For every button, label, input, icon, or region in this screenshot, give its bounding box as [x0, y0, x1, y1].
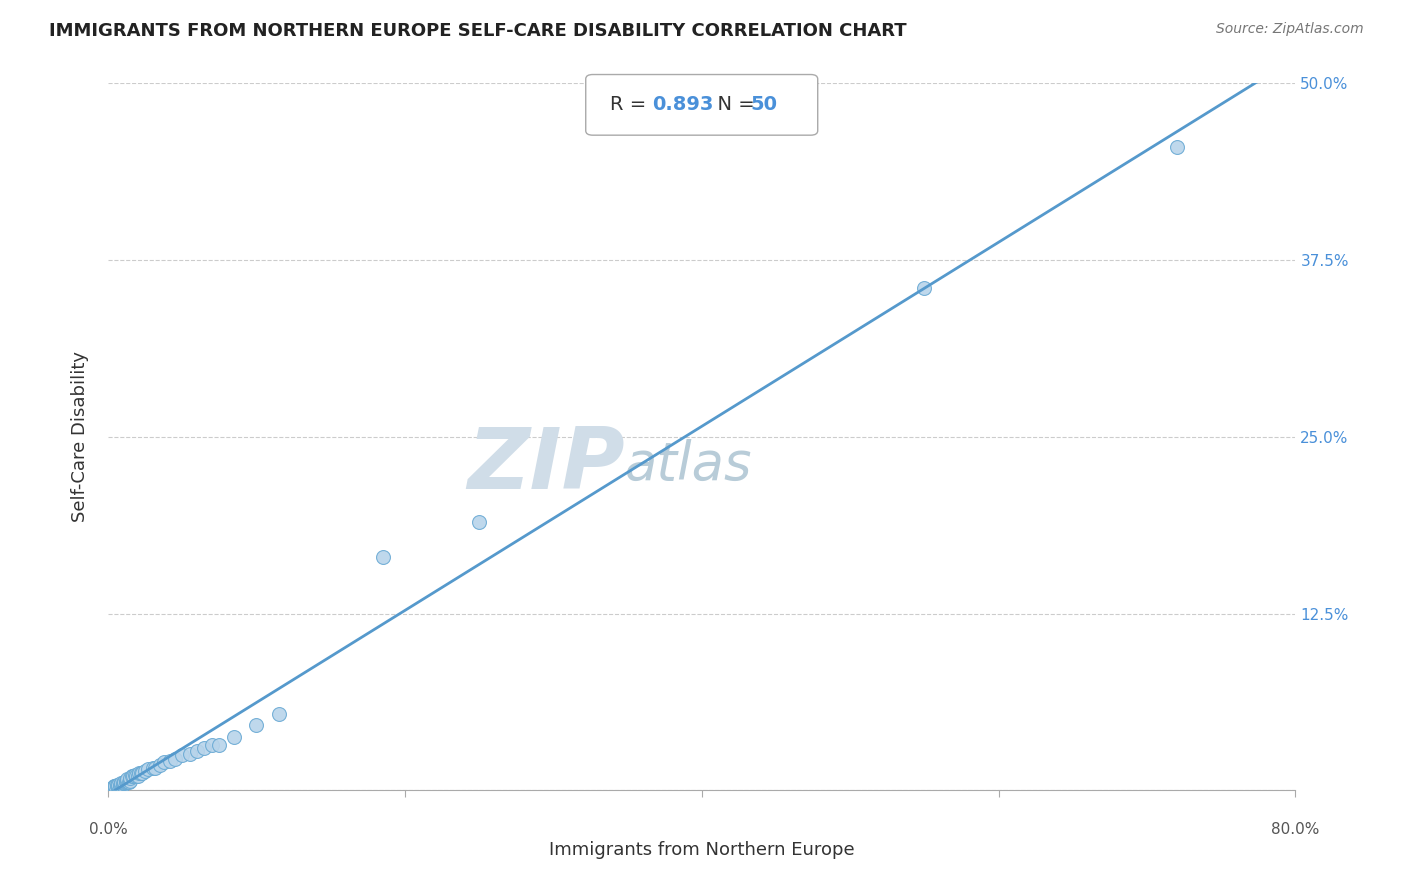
Point — [117, 772, 139, 786]
Point — [120, 773, 142, 788]
Point — [912, 281, 935, 295]
Point — [121, 769, 143, 783]
Point — [134, 764, 156, 778]
Text: 50: 50 — [751, 95, 778, 114]
Text: R =: R = — [610, 95, 652, 114]
Point — [128, 766, 150, 780]
Point — [107, 778, 129, 792]
Point — [193, 741, 215, 756]
Point — [103, 779, 125, 793]
Point — [1166, 140, 1188, 154]
Point — [267, 707, 290, 722]
Point — [245, 718, 267, 732]
Text: ZIP: ZIP — [467, 424, 624, 507]
Point — [136, 762, 159, 776]
Point — [112, 776, 135, 790]
Point — [186, 744, 208, 758]
Point — [120, 771, 142, 785]
Point — [127, 769, 149, 783]
Point — [108, 779, 131, 793]
Point — [141, 761, 163, 775]
Point — [110, 778, 132, 792]
Point — [104, 779, 127, 793]
Point — [468, 515, 491, 529]
Text: 80.0%: 80.0% — [1271, 822, 1320, 838]
Point — [114, 773, 136, 788]
Point — [122, 769, 145, 783]
Y-axis label: Self-Care Disability: Self-Care Disability — [72, 351, 89, 523]
Point — [149, 758, 172, 772]
X-axis label: Immigrants from Northern Europe: Immigrants from Northern Europe — [548, 841, 855, 859]
Text: 0.893: 0.893 — [652, 95, 713, 114]
Point — [117, 773, 139, 788]
Point — [104, 779, 127, 793]
Point — [124, 768, 146, 782]
Point — [112, 775, 135, 789]
Point — [105, 778, 128, 792]
Point — [224, 730, 246, 744]
Point — [125, 769, 148, 783]
Point — [114, 775, 136, 789]
Point — [371, 550, 394, 565]
Point — [208, 738, 231, 752]
Point — [118, 775, 141, 789]
Point — [131, 766, 153, 780]
Point — [159, 754, 181, 768]
Point — [172, 748, 194, 763]
Point — [201, 738, 224, 752]
Text: IMMIGRANTS FROM NORTHERN EUROPE SELF-CARE DISABILITY CORRELATION CHART: IMMIGRANTS FROM NORTHERN EUROPE SELF-CAR… — [49, 22, 907, 40]
Point — [163, 752, 186, 766]
Point — [105, 779, 128, 793]
Text: 0.0%: 0.0% — [89, 822, 128, 838]
Point — [110, 776, 132, 790]
Point — [145, 761, 167, 775]
Point — [153, 755, 176, 769]
Text: atlas: atlas — [624, 439, 752, 491]
Point — [179, 747, 201, 761]
Point — [111, 778, 134, 792]
Text: N =: N = — [706, 95, 761, 114]
Point — [129, 766, 152, 780]
Text: Source: ZipAtlas.com: Source: ZipAtlas.com — [1216, 22, 1364, 37]
Point — [101, 780, 124, 795]
Point — [111, 776, 134, 790]
Point — [108, 778, 131, 792]
Point — [107, 779, 129, 793]
